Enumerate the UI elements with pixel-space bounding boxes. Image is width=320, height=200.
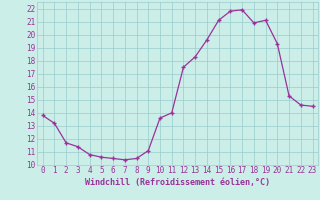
X-axis label: Windchill (Refroidissement éolien,°C): Windchill (Refroidissement éolien,°C) — [85, 178, 270, 187]
